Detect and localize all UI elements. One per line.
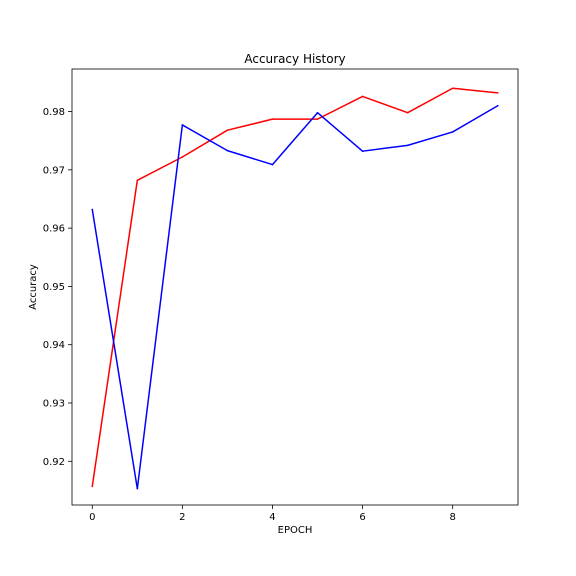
x-tick-label: 8 xyxy=(449,512,455,523)
x-axis-label: EPOCH xyxy=(278,525,313,536)
series-1-point xyxy=(496,92,499,94)
y-tick-label: 0.95 xyxy=(43,282,65,293)
y-tick-label: 0.94 xyxy=(43,340,65,351)
series-2-point xyxy=(91,208,94,211)
series-2-point xyxy=(181,124,184,126)
series-1-point xyxy=(181,156,184,158)
x-tick-label: 6 xyxy=(359,512,365,523)
y-tick-label: 0.92 xyxy=(43,457,65,468)
chart-title: Accuracy History xyxy=(244,52,345,66)
series-2-point xyxy=(361,150,364,152)
x-axis-ticks: 0 2 4 6 8 xyxy=(89,505,456,523)
series-line-1 xyxy=(91,87,498,487)
axes-frame xyxy=(71,68,519,506)
series-1-point xyxy=(361,95,364,98)
y-axis-label: Accuracy xyxy=(28,264,39,310)
y-tick-label: 0.98 xyxy=(43,107,65,118)
series-1-point xyxy=(91,485,94,488)
series-2-point xyxy=(136,487,139,490)
series-2-point xyxy=(226,149,229,152)
y-tick-label: 0.97 xyxy=(43,165,65,176)
plot-area xyxy=(72,69,518,505)
y-axis-ticks: 0.92 0.93 0.94 0.95 0.96 0.97 0.98 xyxy=(43,107,72,468)
series-1-point xyxy=(316,118,319,120)
series-2-point xyxy=(406,144,409,147)
y-tick-label: 0.93 xyxy=(43,398,65,409)
y-tick-label: 0.96 xyxy=(43,224,65,235)
series-1-point xyxy=(406,111,409,114)
series-2-point xyxy=(451,131,454,133)
series-1-point xyxy=(271,118,274,120)
x-tick-label: 2 xyxy=(179,512,185,523)
series-2-point xyxy=(316,111,319,114)
series-line-2 xyxy=(91,105,499,490)
series-1-point xyxy=(451,87,454,90)
series-layer xyxy=(91,87,499,490)
series-1-point xyxy=(136,179,139,182)
series-1-point xyxy=(226,129,229,131)
x-tick-label: 4 xyxy=(269,512,275,523)
x-tick-label: 0 xyxy=(89,512,95,523)
series-2-point xyxy=(496,104,499,107)
series-2-point xyxy=(271,163,274,166)
